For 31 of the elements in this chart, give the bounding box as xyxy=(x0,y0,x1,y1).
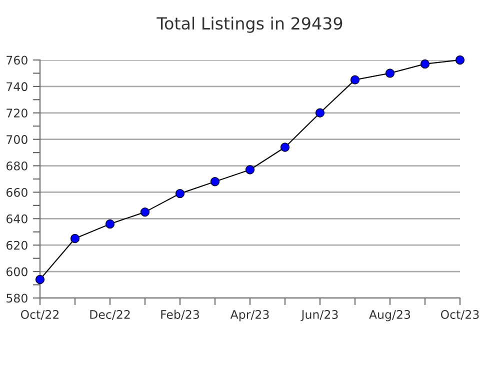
y-tick-label: 740 xyxy=(6,82,28,92)
y-tick-label: 580 xyxy=(6,294,28,303)
y-tick-label: 700 xyxy=(6,135,28,144)
point xyxy=(140,207,150,217)
chart-title: Total Listings in 29439 xyxy=(156,16,342,33)
point xyxy=(315,108,325,118)
y-tick-label: 640 xyxy=(6,214,28,224)
y-tick-label: 660 xyxy=(6,188,28,197)
point xyxy=(420,59,430,69)
x-tick-label: Aug/23 xyxy=(369,310,410,322)
point xyxy=(385,68,395,78)
point xyxy=(70,234,80,244)
x-tick-label: Feb/23 xyxy=(161,310,199,320)
x-tick-label: Apr/23 xyxy=(230,310,269,322)
point xyxy=(455,55,465,65)
y-tick-label: 760 xyxy=(6,56,28,65)
point xyxy=(210,177,220,186)
x-tick-label: Dec/22 xyxy=(90,310,130,320)
x-tick-label: Oct/23 xyxy=(440,310,479,320)
y-tick-label: 680 xyxy=(6,162,28,170)
point xyxy=(350,75,360,84)
y-tick-label: 620 xyxy=(6,240,28,250)
y-tick-label: 600 xyxy=(6,267,28,276)
point xyxy=(280,142,290,152)
point xyxy=(105,219,115,229)
point xyxy=(35,274,45,284)
x-tick-label: Jun/23 xyxy=(300,310,338,322)
point xyxy=(245,165,255,174)
y-tick-label: 720 xyxy=(6,108,28,118)
point xyxy=(175,188,185,198)
x-tick-label: Oct/22 xyxy=(20,310,59,320)
